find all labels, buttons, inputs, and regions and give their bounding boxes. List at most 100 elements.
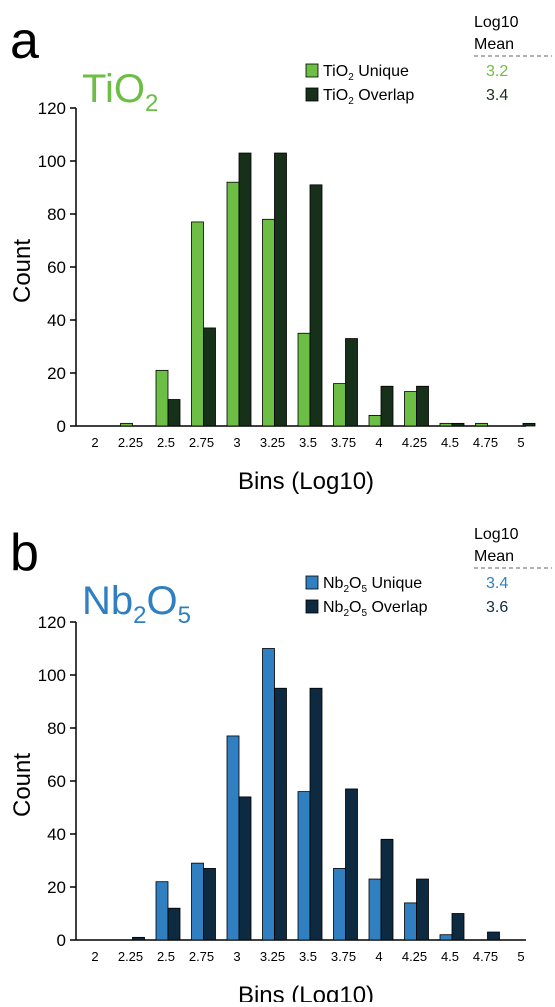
bar-overlap bbox=[238, 796, 252, 941]
compound-title: TiO2 bbox=[82, 67, 158, 117]
y-tick-label: 20 bbox=[47, 364, 66, 383]
bar-overlap bbox=[309, 184, 323, 427]
mean-header-line1: Log10 bbox=[474, 526, 519, 543]
x-tick-label: 4.5 bbox=[441, 949, 459, 964]
x-tick-label: 4.75 bbox=[473, 435, 498, 450]
legend-mean-unique: 3.4 bbox=[486, 575, 508, 592]
bar-unique bbox=[226, 181, 240, 427]
x-tick-label: 3 bbox=[233, 949, 240, 964]
x-tick-label: 3.5 bbox=[299, 949, 317, 964]
bar-unique bbox=[333, 868, 346, 941]
y-axis-label: Count bbox=[9, 753, 36, 817]
mean-header-line2: Mean bbox=[474, 36, 514, 53]
bar-overlap bbox=[380, 385, 394, 427]
x-axis-label: Bins (Log10) bbox=[238, 982, 374, 1002]
legend-label-unique: Nb2O5 Unique bbox=[323, 575, 422, 595]
x-tick-label: 2.75 bbox=[189, 435, 214, 450]
y-tick-label: 100 bbox=[38, 152, 66, 171]
x-tick-label: 2 bbox=[91, 435, 98, 450]
legend-label-overlap: Nb2O5 Overlap bbox=[323, 599, 428, 619]
bar-overlap bbox=[416, 878, 429, 941]
y-tick-label: 120 bbox=[38, 99, 66, 118]
y-tick-label: 40 bbox=[47, 311, 66, 330]
bar-overlap bbox=[203, 868, 216, 941]
y-tick-label: 60 bbox=[47, 772, 66, 791]
bar-overlap bbox=[238, 152, 252, 427]
bar-unique bbox=[475, 422, 488, 427]
x-tick-label: 3.75 bbox=[331, 435, 356, 450]
bar-unique bbox=[297, 332, 311, 427]
bar-unique bbox=[333, 383, 346, 427]
y-tick-label: 20 bbox=[47, 878, 66, 897]
x-axis-label: Bins (Log10) bbox=[238, 468, 374, 495]
legend-swatch-unique bbox=[305, 63, 319, 78]
compound-title: Nb2O5 bbox=[82, 579, 191, 629]
y-tick-label: 80 bbox=[47, 205, 66, 224]
y-tick-label: 120 bbox=[38, 613, 66, 632]
x-tick-label: 5 bbox=[517, 435, 524, 450]
y-tick-label: 40 bbox=[47, 825, 66, 844]
legend-mean-unique: 3.2 bbox=[486, 63, 508, 80]
bar-overlap bbox=[203, 327, 216, 427]
x-tick-label: 3.25 bbox=[260, 435, 285, 450]
legend-mean-overlap: 3.4 bbox=[486, 87, 508, 104]
bar-overlap bbox=[522, 422, 536, 427]
panel-a: a TiO2 Log10 Mean TiO2 Unique 3.2 TiO2 Overlap… bbox=[9, 12, 552, 495]
bar-overlap bbox=[451, 913, 465, 941]
x-tick-label: 4.75 bbox=[473, 949, 498, 964]
legend-label-overlap: TiO2 Overlap bbox=[323, 87, 414, 107]
bar-overlap bbox=[416, 385, 429, 427]
y-tick-label: 0 bbox=[57, 417, 66, 436]
bar-unique bbox=[368, 414, 382, 427]
bar-overlap bbox=[309, 687, 323, 941]
panel-letter: a bbox=[10, 12, 39, 70]
mean-header-line1: Log10 bbox=[474, 14, 519, 31]
bar-unique bbox=[226, 735, 240, 941]
bar-unique bbox=[262, 648, 275, 941]
bar-unique bbox=[404, 391, 417, 427]
bar-overlap bbox=[487, 931, 500, 941]
bar-unique bbox=[155, 881, 169, 941]
legend-swatch-unique bbox=[305, 575, 319, 590]
x-tick-label: 2.25 bbox=[118, 435, 143, 450]
x-tick-label: 4.5 bbox=[441, 435, 459, 450]
legend-swatch-overlap bbox=[305, 599, 319, 614]
x-tick-label: 4 bbox=[375, 435, 382, 450]
bar-unique bbox=[262, 218, 275, 427]
x-tick-label: 2.25 bbox=[118, 949, 143, 964]
y-tick-label: 100 bbox=[38, 666, 66, 685]
bar-overlap bbox=[132, 936, 145, 941]
x-tick-label: 3.75 bbox=[331, 949, 356, 964]
bar-overlap bbox=[274, 687, 287, 941]
x-tick-label: 2.75 bbox=[189, 949, 214, 964]
bar-overlap bbox=[451, 422, 465, 427]
bar-unique bbox=[297, 791, 311, 941]
bar-overlap bbox=[345, 338, 358, 427]
bar-unique bbox=[155, 369, 169, 427]
x-tick-label: 3.25 bbox=[260, 949, 285, 964]
bar-overlap bbox=[167, 907, 181, 941]
x-tick-label: 4.25 bbox=[402, 435, 427, 450]
bar-overlap bbox=[274, 152, 287, 427]
panel-b: b Nb2O5 Log10 Mean Nb2O5 Unique 3.4 Nb2O5 Over… bbox=[9, 524, 552, 1007]
x-tick-label: 3.5 bbox=[299, 435, 317, 450]
x-tick-label: 2 bbox=[91, 949, 98, 964]
x-tick-label: 2.5 bbox=[157, 435, 175, 450]
bar-unique bbox=[404, 902, 417, 941]
bar-unique bbox=[439, 422, 453, 427]
x-tick-label: 4 bbox=[375, 949, 382, 964]
y-tick-label: 0 bbox=[57, 931, 66, 950]
x-tick-label: 4.25 bbox=[402, 949, 427, 964]
legend-label-unique: TiO2 Unique bbox=[323, 63, 409, 83]
bar-unique bbox=[191, 862, 204, 941]
bar-unique bbox=[439, 934, 453, 941]
bar-overlap bbox=[167, 399, 181, 427]
y-tick-label: 80 bbox=[47, 719, 66, 738]
bar-unique bbox=[191, 221, 204, 427]
bar-overlap bbox=[345, 788, 358, 941]
bar-unique bbox=[120, 422, 133, 427]
x-tick-label: 3 bbox=[233, 435, 240, 450]
bar-overlap bbox=[380, 838, 394, 941]
x-tick-label: 2.5 bbox=[157, 949, 175, 964]
